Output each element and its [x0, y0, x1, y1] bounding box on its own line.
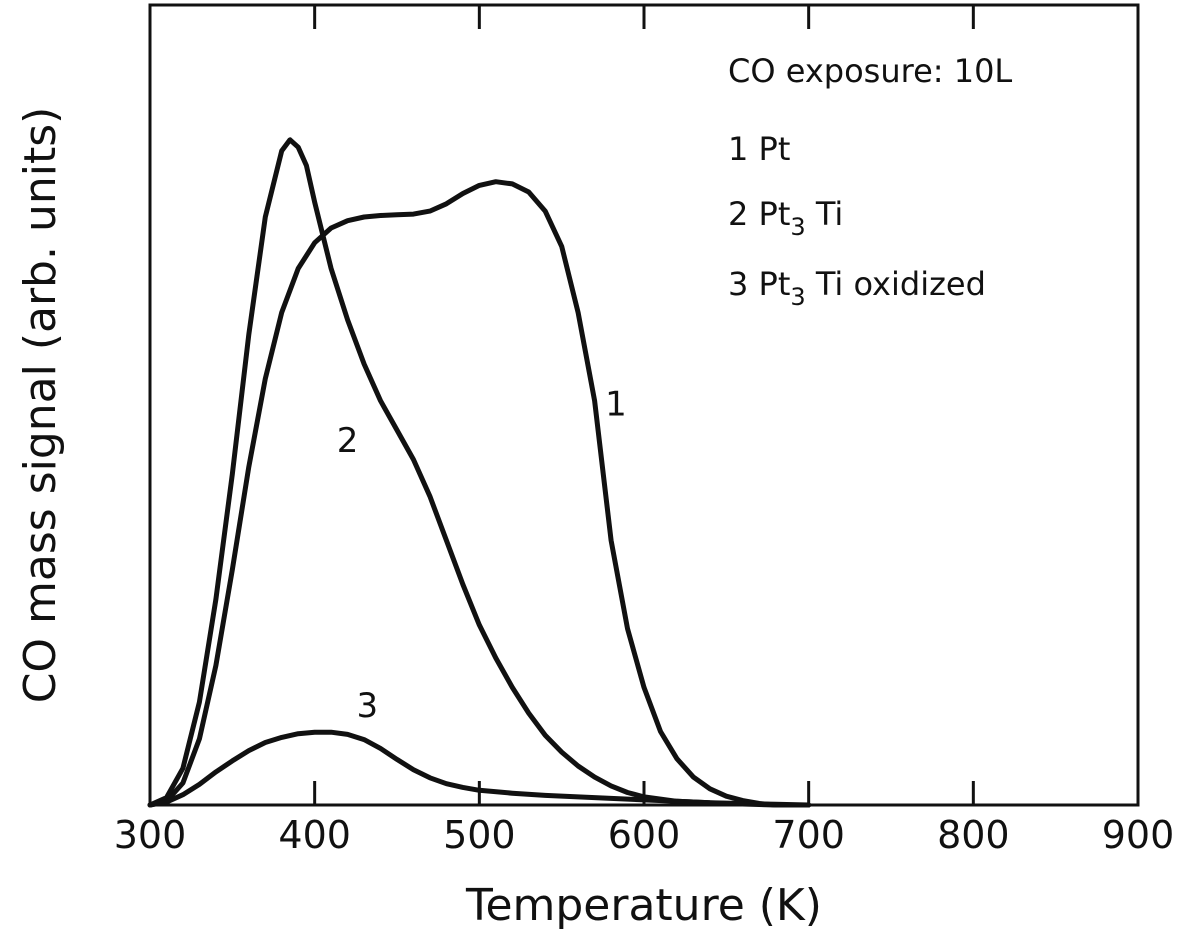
legend: CO exposure: 10L 1 Pt 2 Pt3 Ti 3 Pt3 Ti …	[728, 52, 1012, 313]
x-axis-title: Temperature (K)	[465, 880, 822, 931]
x-tick-label-800: 800	[937, 813, 1010, 857]
legend-entry-2: 2 Pt3 Ti	[728, 195, 843, 243]
series-label-1: 1	[605, 384, 627, 424]
legend-title: CO exposure: 10L	[728, 52, 1012, 90]
x-tick-label-600: 600	[608, 813, 681, 857]
x-tick-label-700: 700	[772, 813, 845, 857]
x-tick-label-400: 400	[278, 813, 351, 857]
series-labels: 1 2 3	[337, 384, 627, 725]
x-tick-label-900: 900	[1102, 813, 1175, 857]
x-ticks	[148, 5, 1140, 805]
x-tick-labels: 300 400 500 600 700 800 900	[114, 813, 1175, 857]
x-tick-label-500: 500	[443, 813, 516, 857]
series-line-1	[147, 179, 812, 808]
legend-entry-3: 3 Pt3 Ti oxidized	[728, 265, 986, 313]
series-label-3: 3	[357, 686, 379, 726]
y-axis-title: CO mass signal (arb. units)	[15, 107, 66, 704]
series-line-2	[147, 137, 812, 808]
legend-entry-1: 1 Pt	[728, 130, 790, 168]
series-label-2: 2	[337, 421, 359, 461]
series-line-3	[147, 729, 812, 808]
x-tick-label-300: 300	[114, 813, 187, 857]
series-curves	[147, 137, 812, 808]
